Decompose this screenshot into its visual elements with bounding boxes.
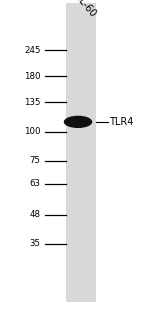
Text: 135: 135 xyxy=(24,98,40,107)
Text: 100: 100 xyxy=(24,127,40,136)
Text: TLR4: TLR4 xyxy=(110,117,134,127)
Text: 63: 63 xyxy=(30,179,40,188)
Text: 180: 180 xyxy=(24,72,40,81)
Text: 75: 75 xyxy=(30,156,40,165)
Ellipse shape xyxy=(64,116,92,128)
Text: HL-60: HL-60 xyxy=(71,0,97,19)
Text: 48: 48 xyxy=(30,210,40,219)
Text: 245: 245 xyxy=(24,46,40,55)
Text: 35: 35 xyxy=(30,239,40,248)
Bar xyxy=(66,3,96,302)
